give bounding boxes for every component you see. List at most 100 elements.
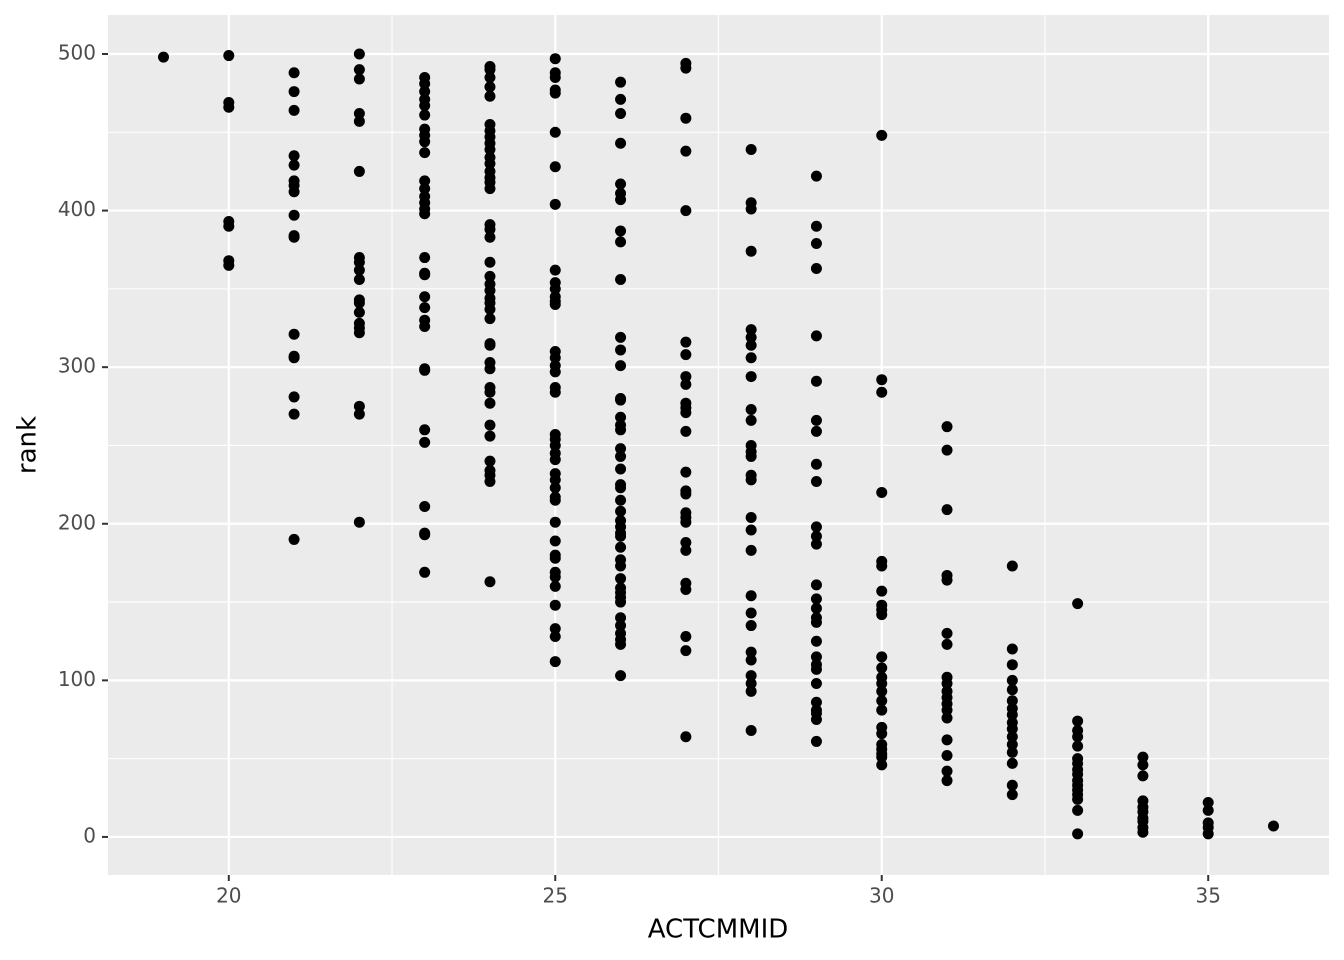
point (745, 654, 757, 666)
point (876, 486, 888, 498)
point (680, 378, 692, 390)
point (1072, 715, 1084, 727)
point (1202, 804, 1214, 816)
point (549, 631, 561, 643)
point (1072, 793, 1084, 805)
point (549, 366, 561, 378)
point (615, 573, 627, 585)
point (615, 505, 627, 517)
point (223, 259, 235, 271)
point (615, 620, 627, 632)
point (353, 327, 365, 339)
point (288, 391, 300, 403)
point (745, 339, 757, 351)
point (680, 584, 692, 596)
point (353, 73, 365, 85)
point (745, 685, 757, 697)
point (745, 646, 757, 658)
point (484, 363, 496, 375)
point (1072, 828, 1084, 840)
point (419, 291, 431, 303)
point (810, 330, 822, 342)
point (745, 512, 757, 524)
point (810, 170, 822, 182)
point (1137, 751, 1149, 763)
point (615, 194, 627, 206)
point (288, 86, 300, 98)
point (745, 474, 757, 486)
point (941, 712, 953, 724)
point (745, 590, 757, 602)
point (288, 104, 300, 116)
point (1268, 820, 1279, 832)
point (680, 407, 692, 419)
point (941, 421, 953, 433)
point (353, 306, 365, 318)
point (419, 183, 431, 195)
point (810, 237, 822, 249)
point (745, 403, 757, 415)
point (1006, 695, 1018, 707)
point (353, 273, 365, 285)
point (680, 488, 692, 500)
point (419, 109, 431, 121)
point (615, 360, 627, 372)
point (876, 728, 888, 740)
point (876, 685, 888, 697)
point (615, 530, 627, 542)
point (158, 51, 169, 63)
point (419, 302, 431, 314)
point (941, 765, 953, 777)
point (615, 541, 627, 553)
point (810, 475, 822, 487)
point (745, 724, 757, 736)
point (549, 474, 561, 486)
point (745, 371, 757, 383)
point (1006, 560, 1018, 572)
point (1006, 684, 1018, 696)
point (810, 663, 822, 675)
y-tick-label: 300 (58, 354, 96, 378)
point (549, 494, 561, 506)
point (745, 352, 757, 364)
point (745, 203, 757, 215)
point (549, 299, 561, 311)
point (353, 64, 365, 76)
point (615, 443, 627, 455)
point (353, 408, 365, 420)
point (353, 115, 365, 127)
point (810, 579, 822, 591)
point (288, 159, 300, 171)
point (680, 645, 692, 657)
point (810, 602, 822, 614)
point (1006, 731, 1018, 743)
point (288, 67, 300, 79)
point (615, 638, 627, 650)
point (615, 596, 627, 608)
point (615, 225, 627, 237)
y-axis-title: rank (13, 416, 43, 474)
point (615, 137, 627, 149)
point (876, 751, 888, 763)
point (549, 599, 561, 611)
point (484, 313, 496, 325)
point (810, 714, 822, 726)
point (615, 494, 627, 506)
point (1006, 789, 1018, 801)
x-tick-label: 35 (1195, 884, 1220, 908)
point (810, 425, 822, 437)
point (484, 144, 496, 156)
point (615, 450, 627, 462)
point (941, 627, 953, 639)
point (549, 126, 561, 138)
point (680, 336, 692, 348)
point (419, 252, 431, 264)
point (1072, 598, 1084, 610)
point (419, 147, 431, 159)
point (810, 375, 822, 387)
point (941, 638, 953, 650)
point (353, 297, 365, 309)
point (484, 397, 496, 409)
point (810, 458, 822, 470)
